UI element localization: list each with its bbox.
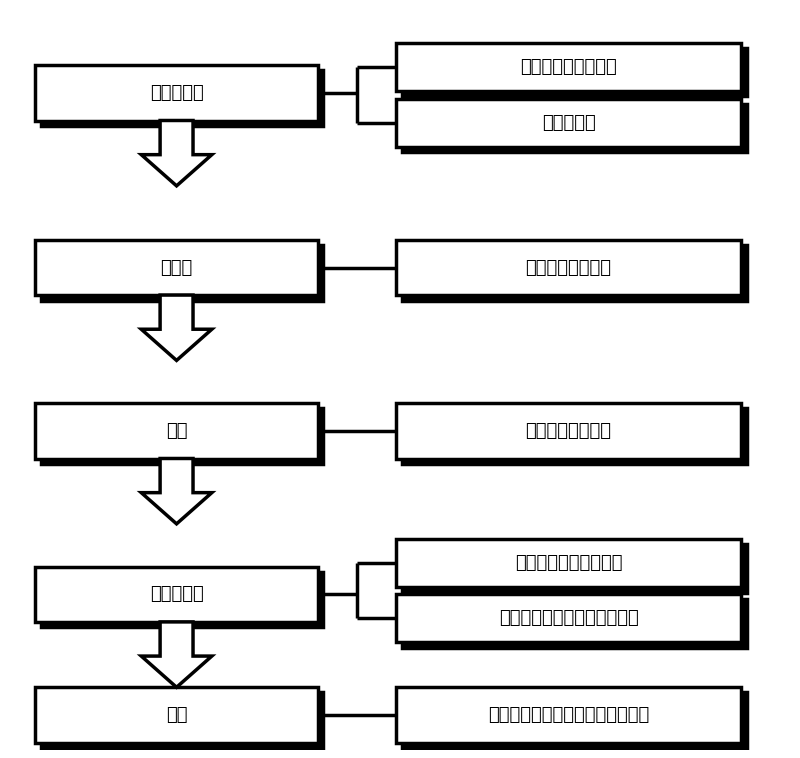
Text: 生长: 生长 — [166, 422, 187, 440]
Bar — [402, 245, 746, 301]
Bar — [35, 65, 318, 121]
Text: 第二次升温及维持: 第二次升温及维持 — [526, 422, 611, 440]
Text: 起始物质、其他材料: 起始物质、其他材料 — [520, 58, 617, 76]
Text: 干燥、研磨及纳米粒子收集、称量: 干燥、研磨及纳米粒子收集、称量 — [488, 706, 649, 724]
Bar — [35, 240, 318, 296]
Bar — [396, 594, 741, 642]
Text: 第一次离心分离及第二次清洗: 第一次离心分离及第二次清洗 — [498, 609, 638, 627]
Bar — [35, 687, 318, 743]
Polygon shape — [142, 295, 212, 361]
Bar — [41, 409, 323, 464]
Bar — [402, 104, 746, 152]
Bar — [402, 409, 746, 464]
Bar — [396, 539, 741, 587]
Bar — [41, 572, 323, 628]
Bar — [396, 43, 741, 91]
Polygon shape — [142, 459, 212, 524]
Bar — [396, 99, 741, 147]
Bar — [396, 403, 741, 459]
Bar — [41, 692, 323, 748]
Bar — [35, 566, 318, 622]
Bar — [41, 70, 323, 126]
Bar — [402, 48, 746, 96]
Bar — [41, 245, 323, 301]
Text: 核生成: 核生成 — [161, 258, 193, 277]
Bar — [402, 600, 746, 647]
Bar — [402, 692, 746, 748]
Text: 溶剂、搅拌: 溶剂、搅拌 — [542, 114, 595, 132]
Text: 收集及清洗: 收集及清洗 — [150, 585, 203, 603]
Text: 室温冷却及第一次清洗: 室温冷却及第一次清洗 — [515, 554, 622, 572]
Polygon shape — [142, 121, 212, 186]
Polygon shape — [142, 622, 212, 688]
Text: 称量及混合: 称量及混合 — [150, 84, 203, 102]
Text: 第一次升温及维持: 第一次升温及维持 — [526, 258, 611, 277]
Bar — [396, 240, 741, 296]
Bar — [35, 403, 318, 459]
Bar — [402, 544, 746, 593]
Text: 称量: 称量 — [166, 706, 187, 724]
Bar — [396, 687, 741, 743]
